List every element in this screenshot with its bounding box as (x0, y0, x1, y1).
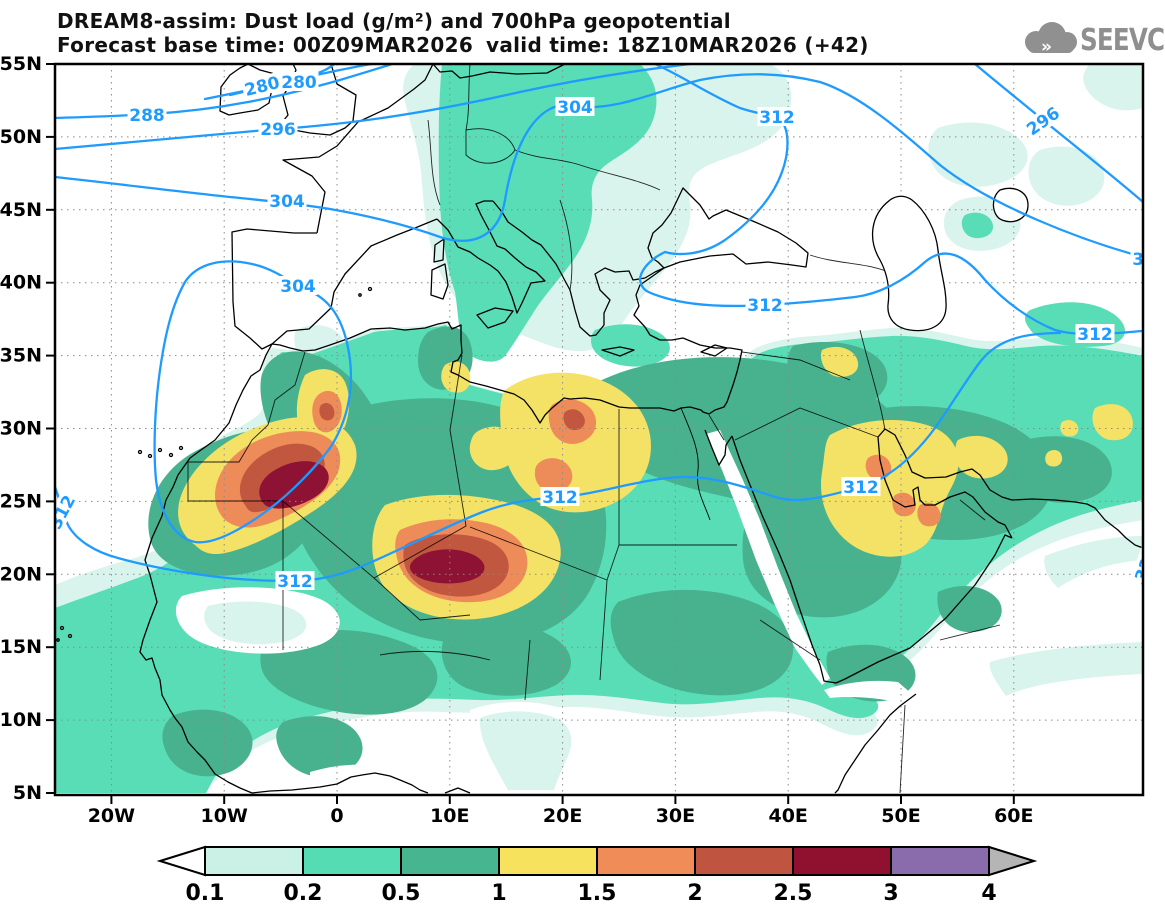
contour-label: 312 (1075, 324, 1115, 345)
dust-fill-layers (55, 64, 1143, 793)
colorbar-segment (596, 846, 696, 876)
lat-label: 30N (0, 418, 42, 440)
contour-label: 312 (757, 107, 797, 128)
colorbar-tick-label: 0.1 (186, 881, 225, 906)
seevccc-logo: » SEEVCCC (1025, 22, 1165, 58)
dust-layer-2p5 (259, 461, 485, 584)
svg-text:288: 288 (129, 106, 165, 126)
logo-wordmark: SEEVCCC (1080, 24, 1165, 58)
svg-text:280: 280 (281, 73, 317, 93)
colorbar-segment (204, 846, 304, 876)
lon-label: 20W (88, 805, 135, 827)
colorbar-right-arrow (988, 845, 1038, 877)
svg-text:312: 312 (759, 108, 795, 128)
contour-label: 312 (841, 477, 881, 498)
valid-time-text: valid time: 18Z10MAR2026 (+42) (486, 33, 869, 57)
lon-label: 50E (881, 805, 920, 827)
lat-label: 5N (13, 782, 42, 804)
contour-label: 312 (745, 295, 785, 316)
lon-label: 60E (994, 805, 1033, 827)
lat-label: 35N (0, 345, 42, 367)
contour-label: 280 (279, 72, 319, 93)
contour-label: 304 (278, 276, 318, 297)
svg-text:312: 312 (1077, 325, 1113, 345)
colorbar-tick-label: 1 (491, 881, 506, 906)
svg-text:320: 320 (1131, 544, 1162, 584)
colorbar-tick-label: 3 (883, 881, 898, 906)
contour-label: 304 (555, 97, 595, 118)
dust-fringe-patches (204, 536, 1143, 790)
colorbar-tick-label: 2.5 (774, 881, 813, 906)
lat-label: 25N (0, 490, 42, 512)
svg-text:312: 312 (747, 296, 783, 316)
chart-title: DREAM8-assim: Dust load (g/m²) and 700hP… (57, 9, 731, 33)
colorbar-segment (792, 846, 892, 876)
colorbar-left-arrow (156, 845, 206, 877)
forecast-base-time-text: Forecast base time: 00Z09MAR2026 (57, 33, 473, 57)
lon-label: 30E (656, 805, 695, 827)
colorbar-tick-label: 0.5 (382, 881, 421, 906)
contour-label: 304 (1130, 249, 1165, 270)
svg-text:304: 304 (280, 277, 316, 297)
lat-label: 20N (0, 563, 42, 585)
svg-text:312: 312 (843, 478, 879, 498)
colorbar-segment (400, 846, 500, 876)
lon-label: 0 (330, 805, 343, 827)
colorbar-tick-label: 0.2 (284, 881, 323, 906)
country-borders (187, 64, 1001, 794)
lon-label: 10W (200, 805, 247, 827)
svg-text:312: 312 (542, 488, 578, 508)
dust-load-colorbar: 0.1 0.2 0.5 1 1.5 2 2.5 3 4 (156, 845, 1038, 906)
axes: 55N 50N 45N 40N 35N 30N 25N 20N 15N 10N 5N 20W 10W 0 1… (0, 53, 1034, 827)
lat-label: 10N (0, 709, 42, 731)
svg-text:304: 304 (269, 192, 305, 212)
colorbar-tick-label: 2 (687, 881, 702, 906)
colorbar-tick-label: 1.5 (578, 881, 617, 906)
contour-304-iberia-loop (153, 260, 353, 544)
contour-288 (55, 64, 394, 120)
cloud-icon: » (1025, 22, 1077, 57)
lon-label: 20E (543, 805, 582, 827)
svg-text:304: 304 (1132, 250, 1165, 270)
lon-label: 40E (768, 805, 807, 827)
colorbar-segment (302, 846, 402, 876)
svg-text:312: 312 (277, 572, 313, 592)
colorbar-segment (890, 846, 990, 876)
lon-label: 10E (430, 805, 469, 827)
contour-label: 312 (275, 571, 315, 592)
svg-text:304: 304 (557, 98, 593, 118)
contour-296-west (55, 64, 692, 151)
colorbar-segment (694, 846, 794, 876)
lat-label: 55N (0, 53, 42, 75)
contour-label: 312 (540, 487, 580, 508)
contour-label: 304 (267, 191, 307, 212)
contour-label: 288 (127, 105, 167, 126)
colorbar-tick-label: 4 (981, 881, 996, 906)
lat-label: 40N (0, 272, 42, 294)
contour-label: 320 (1129, 542, 1162, 586)
lat-label: 15N (0, 636, 42, 658)
svg-text:296: 296 (260, 120, 296, 140)
coastlines (56, 64, 1143, 794)
lat-label: 45N (0, 199, 42, 221)
colorbar-segment (498, 846, 598, 876)
cloud-chevrons: » (1041, 37, 1052, 57)
contour-label: 296 (258, 119, 298, 140)
lat-label: 50N (0, 126, 42, 148)
contour-312-trough (638, 64, 1143, 336)
